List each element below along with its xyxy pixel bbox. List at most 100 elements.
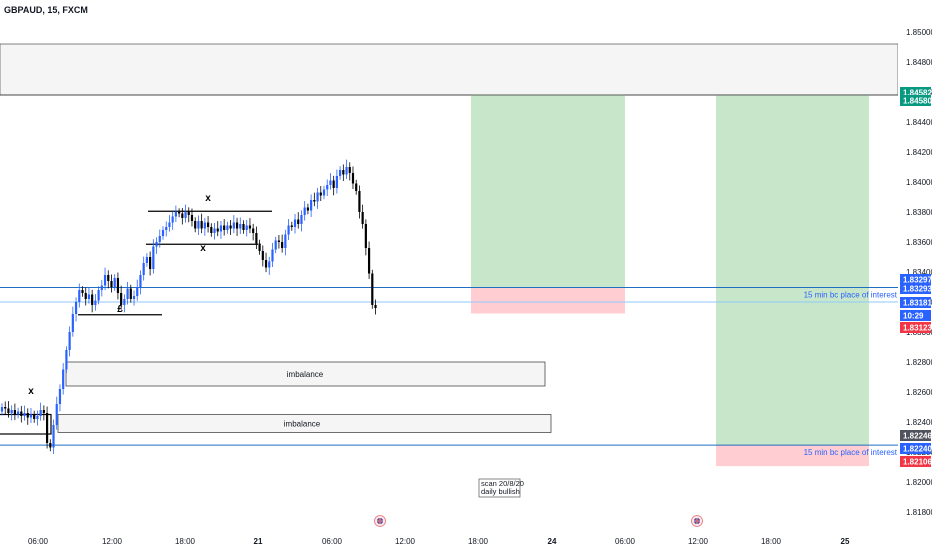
price-axis[interactable]: 1.850001.848001.846001.844001.842001.840… [898, 0, 932, 550]
loss-zone-1[interactable] [471, 287, 625, 314]
candle[interactable] [171, 211, 174, 230]
candle[interactable] [174, 205, 177, 223]
price-badge[interactable]: 1.83293 [900, 283, 932, 294]
candle[interactable] [371, 269, 374, 309]
candle[interactable] [52, 419, 55, 454]
loss-zone-2[interactable] [716, 445, 869, 467]
candle[interactable] [36, 410, 39, 426]
flag-icon[interactable] [374, 515, 386, 527]
candle[interactable] [168, 215, 171, 232]
candle[interactable] [123, 294, 126, 313]
candle[interactable] [326, 179, 329, 196]
candle[interactable] [68, 326, 71, 357]
price-badge[interactable]: 1.84580 [900, 95, 932, 106]
candle[interactable] [223, 219, 226, 236]
candle[interactable] [261, 245, 264, 267]
candle[interactable] [0, 403, 4, 416]
candle[interactable] [110, 274, 113, 293]
candle[interactable] [248, 218, 252, 234]
candle[interactable] [139, 270, 142, 295]
candle[interactable] [42, 405, 45, 421]
candle[interactable] [132, 290, 136, 306]
candle[interactable] [319, 186, 322, 202]
candle[interactable] [129, 284, 132, 303]
supply-zone[interactable] [0, 43, 899, 96]
price-badge[interactable]: 1.83181 [900, 297, 932, 308]
candle[interactable] [255, 226, 258, 250]
candle[interactable] [120, 285, 123, 310]
candle[interactable] [65, 346, 68, 374]
candle[interactable] [181, 207, 184, 225]
candle[interactable] [200, 213, 203, 234]
candle[interactable] [197, 215, 200, 235]
candle[interactable] [339, 166, 342, 180]
candle[interactable] [29, 408, 33, 424]
candle[interactable] [300, 210, 303, 232]
candle[interactable] [10, 405, 13, 421]
candle[interactable] [39, 402, 42, 421]
candle[interactable] [165, 221, 168, 237]
candle[interactable] [113, 274, 116, 291]
candle[interactable] [187, 207, 190, 223]
candle[interactable] [13, 403, 16, 421]
candle[interactable] [364, 219, 367, 256]
candle[interactable] [313, 192, 316, 207]
candle[interactable] [194, 217, 197, 233]
candle[interactable] [310, 194, 313, 217]
candle[interactable] [287, 219, 290, 241]
candle[interactable] [74, 297, 78, 322]
candle[interactable] [271, 243, 274, 268]
candle[interactable] [332, 175, 335, 196]
candle[interactable] [329, 173, 332, 190]
price-badge[interactable]: 1.82246 [900, 430, 932, 441]
candle[interactable] [203, 217, 206, 236]
price-badge[interactable]: 1.84582 [900, 87, 932, 98]
left-consolidation-box[interactable] [0, 413, 52, 435]
candle[interactable] [290, 221, 293, 231]
candle[interactable] [7, 401, 10, 418]
candle[interactable] [219, 220, 223, 239]
candle[interactable] [361, 204, 364, 229]
candle[interactable] [348, 162, 351, 181]
imbalance-box-top[interactable] [65, 361, 546, 387]
candle[interactable] [345, 159, 348, 180]
candle[interactable] [374, 299, 377, 315]
candle[interactable] [306, 203, 309, 215]
scan-note[interactable]: scan 20/8/20 daily bullish [478, 478, 524, 498]
candle[interactable] [55, 396, 58, 430]
candle[interactable] [258, 239, 261, 255]
candle[interactable] [284, 229, 287, 256]
candle[interactable] [26, 408, 29, 425]
profit-zone-2[interactable] [716, 95, 869, 446]
candle[interactable] [226, 221, 229, 234]
candle[interactable] [210, 223, 213, 237]
candle[interactable] [97, 286, 100, 305]
candle[interactable] [23, 405, 26, 421]
flag-icon[interactable] [691, 515, 703, 527]
candle[interactable] [91, 289, 94, 313]
candle[interactable] [45, 406, 49, 449]
candle[interactable] [245, 219, 248, 237]
candle[interactable] [235, 217, 239, 236]
candle[interactable] [178, 208, 181, 218]
candle[interactable] [126, 282, 129, 305]
candle[interactable] [206, 216, 210, 233]
candle[interactable] [152, 239, 155, 274]
price-badge[interactable]: 1.83123 [900, 322, 932, 333]
candle[interactable] [281, 234, 284, 253]
candle[interactable] [161, 226, 165, 240]
candle[interactable] [322, 185, 326, 200]
candle[interactable] [367, 241, 371, 280]
candle[interactable] [351, 166, 355, 190]
candle[interactable] [94, 294, 97, 311]
candle[interactable] [242, 220, 245, 234]
candle[interactable] [155, 237, 158, 254]
candle[interactable] [58, 384, 62, 412]
candle[interactable] [184, 204, 187, 223]
candle[interactable] [239, 217, 242, 235]
candle[interactable] [297, 212, 300, 229]
candle[interactable] [142, 256, 145, 281]
candle[interactable] [355, 179, 358, 195]
candle[interactable] [100, 279, 103, 297]
